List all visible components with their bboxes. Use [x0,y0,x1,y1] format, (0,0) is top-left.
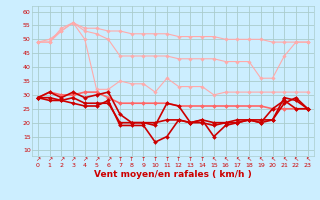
X-axis label: Vent moyen/en rafales ( km/h ): Vent moyen/en rafales ( km/h ) [94,170,252,179]
